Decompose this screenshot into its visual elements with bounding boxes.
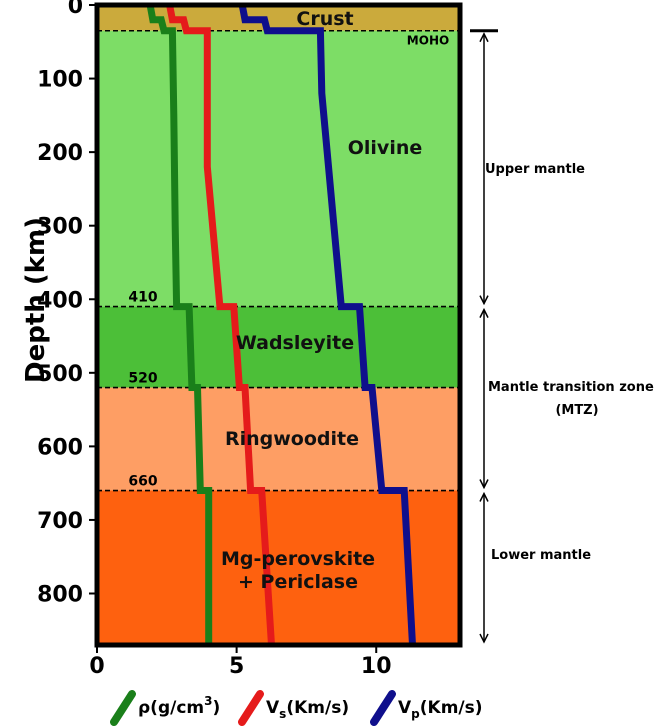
discontinuity-label-3: 660 xyxy=(128,474,157,490)
legend: ρ(g/cm3) Vs(Km/s) Vp(Km/s) xyxy=(110,690,483,726)
legend-swatch-0 xyxy=(110,690,136,726)
layer-label-4-line-1: + Periclase xyxy=(238,571,358,593)
legend-label-1: Vs(Km/s) xyxy=(266,698,349,721)
moho-label: MOHO xyxy=(407,34,449,48)
zone-arrow-bottom-1 xyxy=(479,479,489,490)
layer-label-3: Ringwoodite xyxy=(225,428,359,450)
legend-label-2-tail: (Km/s) xyxy=(420,698,483,718)
legend-label-1-sub: s xyxy=(279,707,286,721)
y-axis: 0 100 200 300 400 500 600 700 800 xyxy=(37,0,97,608)
zone-label-mtz: Mantle transition zone xyxy=(488,380,654,395)
legend-swatch-2 xyxy=(370,690,396,726)
layer-label-1: Olivine xyxy=(348,137,423,159)
zone-arrow-bottom-0 xyxy=(479,295,489,306)
plot-frame xyxy=(94,2,463,648)
discontinuity-label-2: 520 xyxy=(128,371,157,387)
legend-label-0: ρ(g/cm3) xyxy=(138,694,220,718)
legend-label-1-base: V xyxy=(266,698,280,718)
legend-swatch-1 xyxy=(238,690,264,726)
x-tick-label-2: 10 xyxy=(361,654,392,679)
y-tick-label-5: 500 xyxy=(37,362,83,387)
layer-label-0: Crust xyxy=(296,8,353,30)
discontinuity-labels: MOHO 410 520 660 xyxy=(128,34,449,490)
y-tick-label-1: 100 xyxy=(37,68,83,93)
series-line-0 xyxy=(146,4,213,645)
layer-band-1 xyxy=(97,30,460,307)
x-tick-label-1: 5 xyxy=(229,654,244,679)
layer-label-4: Mg-perovskite + Periclase xyxy=(221,548,375,593)
legend-label-0-base: ρ(g/cm xyxy=(138,698,204,718)
zone-label-mtz-abbrev: (MTZ) xyxy=(555,403,598,418)
series-line-2 xyxy=(238,4,416,646)
layer-bands xyxy=(97,5,460,645)
layer-labels: Crust Olivine Wadsleyite Ringwoodite Mg-pero… xyxy=(221,8,422,593)
legend-label-0-tail: ) xyxy=(212,698,220,718)
zone-arrow-bottom-2 xyxy=(479,633,489,644)
profile-curves xyxy=(146,4,416,646)
zone-arrow-top-0 xyxy=(479,32,489,43)
zone-arrow-top-1 xyxy=(479,307,489,318)
x-tick-label-0: 0 xyxy=(89,654,104,679)
legend-label-2-sub: p xyxy=(411,707,420,721)
y-tick-label-7: 700 xyxy=(37,509,83,534)
y-axis-label: Depth (km) xyxy=(21,217,51,383)
y-tick-label-4: 400 xyxy=(37,288,83,313)
legend-label-0-sup: 3 xyxy=(204,694,212,708)
y-tick-label-2: 200 xyxy=(37,141,83,166)
layer-band-4 xyxy=(97,490,460,645)
mantle-zones: Upper mantle Mantle transition zone (MTZ) L… xyxy=(470,29,654,644)
layer-label-2: Wadsleyite xyxy=(236,332,354,354)
discontinuity-lines xyxy=(97,29,460,492)
zone-label-upper-mantle: Upper mantle xyxy=(485,162,585,177)
zone-label-lower-mantle: Lower mantle xyxy=(491,548,591,563)
discontinuity-label-1: 410 xyxy=(128,290,157,306)
y-tick-label-3: 300 xyxy=(37,215,83,240)
y-tick-label-0: 0 xyxy=(68,0,83,19)
series-line-1 xyxy=(166,4,275,646)
legend-label-1-tail: (Km/s) xyxy=(286,698,349,718)
layer-label-4-line-0: Mg-perovskite xyxy=(221,548,375,570)
y-tick-label-8: 800 xyxy=(37,583,83,608)
layer-band-3 xyxy=(97,387,460,491)
layer-band-2 xyxy=(97,306,460,388)
zone-arrow-top-2 xyxy=(479,491,489,502)
legend-label-2: Vp(Km/s) xyxy=(398,698,483,721)
y-tick-label-6: 600 xyxy=(37,435,83,460)
legend-label-2-base: V xyxy=(398,698,412,718)
x-axis: 0 5 10 xyxy=(89,645,392,679)
